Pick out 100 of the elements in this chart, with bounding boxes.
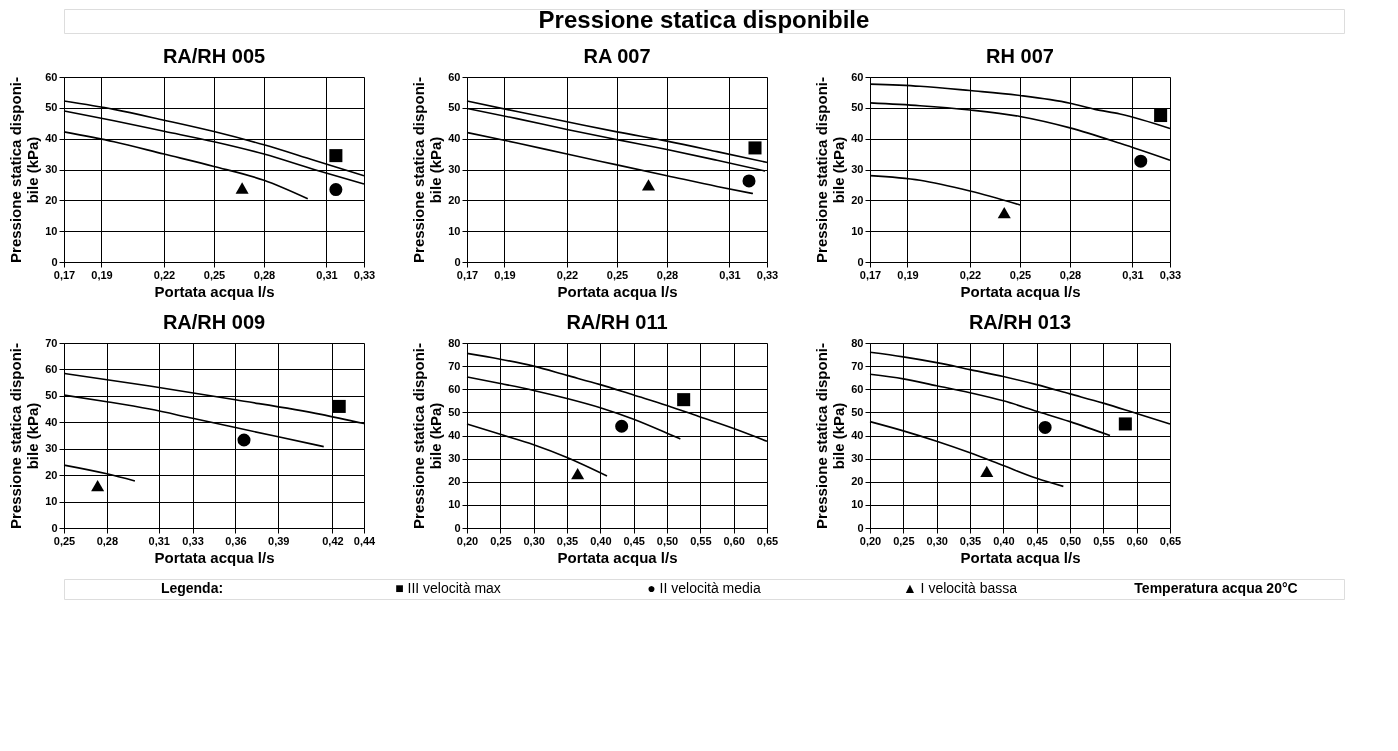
y-tick-label: 30	[448, 163, 461, 175]
x-tick-label: 0,60	[1126, 534, 1148, 547]
y-tick-label: 60	[448, 70, 461, 83]
x-tick-label: 0,28	[656, 268, 679, 281]
x-tick-label: 0,30	[926, 534, 948, 547]
x-tick-label: 0,31	[316, 268, 338, 281]
x-tick-label: 0,50	[1059, 534, 1082, 547]
x-tick-label: 0,25	[490, 534, 512, 547]
x-tick-label: 0,28	[96, 534, 119, 547]
x-tick-label: 0,45	[623, 534, 645, 547]
y-tick-label: 40	[45, 415, 58, 428]
y-tick-label: 20	[851, 193, 864, 206]
y-tick-label: 80	[448, 336, 461, 349]
y-tick-label: 30	[448, 452, 461, 465]
y-tick-label: 30	[45, 163, 58, 175]
y-tick-label: 40	[851, 132, 864, 145]
x-tick-label: 0,40	[590, 534, 612, 547]
x-axis-title: Portata acqua l/s	[557, 282, 678, 300]
y-tick-label: 20	[45, 193, 58, 206]
x-tick-label: 0,28	[253, 268, 276, 281]
y-tick-label: 10	[45, 495, 58, 508]
point	[615, 419, 629, 433]
y-tick-label: 20	[448, 475, 461, 488]
y-tick-label: 0	[51, 255, 58, 268]
x-tick-label: 0,17	[456, 268, 479, 281]
y-tick-label: 10	[448, 224, 461, 237]
y-axis-title: Pressione statica disponi- bile (kPa)	[410, 343, 445, 529]
point	[1134, 154, 1148, 168]
x-tick-label: 0,40	[993, 534, 1015, 547]
y-tick-label: 40	[448, 429, 461, 441]
x-tick-label: 0,33	[182, 534, 204, 547]
y-tick-label: 50	[45, 101, 58, 114]
x-tick-label: 0,45	[1026, 534, 1048, 547]
y-tick-label: 50	[448, 405, 461, 418]
y-tick-label: 0	[857, 255, 864, 268]
chart-title: RA/RH 013	[968, 311, 1072, 333]
y-tick-label: 50	[851, 101, 864, 114]
x-tick-label: 0,20	[859, 534, 882, 547]
x-tick-label: 0,55	[690, 534, 712, 547]
y-tick-label: 60	[851, 70, 864, 83]
x-tick-label: 0,36	[225, 534, 247, 547]
chart-title: RA/RH 011	[566, 311, 668, 333]
point	[997, 207, 1011, 219]
x-axis-title: Portata acqua l/s	[154, 282, 275, 300]
y-tick-label: 0	[454, 255, 461, 268]
point	[980, 465, 994, 477]
y-tick-label: 40	[448, 132, 461, 145]
x-axis-title: Portata acqua l/s	[960, 548, 1081, 566]
x-tick-label: 0,44	[353, 534, 377, 547]
x-tick-label: 0,19	[494, 268, 516, 281]
text: ■ III velocità max	[395, 580, 501, 596]
y-tick-label: 0	[51, 521, 58, 534]
y-tick-label: 70	[851, 359, 864, 372]
y-tick-label: 70	[45, 336, 58, 349]
point	[748, 141, 762, 155]
y-tick-label: 50	[851, 405, 864, 418]
text: ● II velocità media	[647, 580, 761, 596]
x-tick-label: 0,19	[91, 268, 113, 281]
y-tick-label: 0	[857, 521, 864, 534]
point	[641, 179, 656, 191]
y-tick-label: 40	[45, 132, 58, 145]
x-tick-label: 0,25	[1009, 268, 1032, 281]
point	[329, 183, 343, 197]
x-tick-label: 0,25	[893, 534, 915, 547]
point	[235, 182, 249, 194]
x-axis-title: Portata acqua l/s	[557, 548, 678, 566]
y-tick-label: 0	[454, 521, 461, 534]
y-axis-title: Pressione statica disponi- bile (kPa)	[7, 343, 42, 529]
x-tick-label: 0,42	[322, 534, 344, 547]
point	[742, 174, 756, 188]
x-tick-label: 0,31	[1122, 268, 1144, 281]
y-axis-title: Pressione statica disponi- bile (kPa)	[7, 77, 42, 263]
y-axis-title: Pressione statica disponi- bile (kPa)	[410, 77, 445, 263]
chart-title: RA 007	[583, 45, 651, 67]
x-tick-label: 0,25	[53, 534, 76, 547]
chart-title: RH 007	[986, 45, 1054, 67]
x-tick-label: 0,39	[268, 534, 290, 547]
y-tick-label: 10	[448, 498, 461, 511]
y-axis-title: Pressione statica disponi- bile (kPa)	[813, 343, 848, 529]
x-tick-label: 0,30	[523, 534, 545, 547]
x-tick-label: 0,25	[606, 268, 629, 281]
text: ▲ I velocità bassa	[902, 580, 1018, 596]
x-tick-label: 0,65	[756, 534, 779, 547]
y-tick-label: 40	[851, 429, 864, 441]
x-tick-label: 0,22	[153, 268, 176, 281]
text: Pressione statica disponibile	[538, 6, 870, 33]
x-tick-label: 0,17	[53, 268, 76, 281]
y-tick-label: 10	[851, 224, 864, 237]
point	[1038, 420, 1052, 434]
x-tick-label: 0,22	[556, 268, 579, 281]
point	[1118, 417, 1132, 431]
y-tick-label: 30	[851, 163, 864, 175]
x-tick-label: 0,33	[353, 268, 376, 281]
x-tick-label: 0,33	[756, 268, 779, 281]
chart-title: RA/RH 009	[162, 311, 266, 333]
y-tick-label: 30	[851, 452, 864, 465]
point	[1154, 109, 1168, 123]
point	[329, 149, 343, 163]
y-tick-label: 20	[851, 475, 864, 488]
point	[571, 468, 585, 480]
